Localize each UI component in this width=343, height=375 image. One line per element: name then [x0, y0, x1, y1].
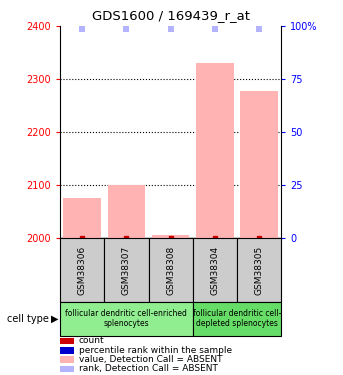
Text: rank, Detection Call = ABSENT: rank, Detection Call = ABSENT — [79, 364, 218, 374]
Bar — [108, 185, 145, 238]
Text: GSM38305: GSM38305 — [255, 245, 264, 295]
Bar — [196, 63, 234, 238]
Bar — [104, 238, 149, 302]
Text: GSM38308: GSM38308 — [166, 245, 175, 295]
Text: cell type: cell type — [7, 314, 49, 324]
Bar — [193, 302, 281, 336]
Bar — [60, 302, 193, 336]
Bar — [63, 198, 101, 238]
Text: percentile rank within the sample: percentile rank within the sample — [79, 346, 232, 355]
Bar — [152, 236, 189, 238]
Text: follicular dendritic cell-enriched
splenocytes: follicular dendritic cell-enriched splen… — [66, 309, 187, 328]
Text: GSM38307: GSM38307 — [122, 245, 131, 295]
Bar — [237, 238, 281, 302]
Bar — [193, 238, 237, 302]
Text: ▶: ▶ — [51, 314, 58, 324]
Bar — [240, 91, 278, 238]
Bar — [149, 238, 193, 302]
Text: GSM38304: GSM38304 — [210, 246, 220, 295]
Text: value, Detection Call = ABSENT: value, Detection Call = ABSENT — [79, 355, 222, 364]
Text: GSM38306: GSM38306 — [78, 245, 87, 295]
Title: GDS1600 / 169439_r_at: GDS1600 / 169439_r_at — [92, 9, 250, 22]
Text: count: count — [79, 336, 105, 345]
Bar — [60, 238, 104, 302]
Text: follicular dendritic cell-
depleted splenocytes: follicular dendritic cell- depleted sple… — [193, 309, 281, 328]
